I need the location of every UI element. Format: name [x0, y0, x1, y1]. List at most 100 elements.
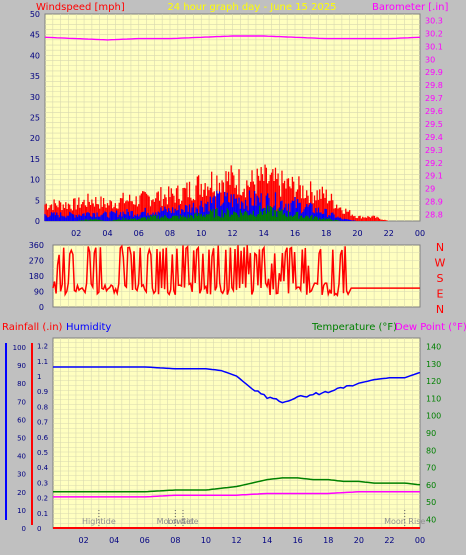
- temperature-tick-label: 70: [426, 464, 436, 473]
- annotation-label: Moon Rise: [384, 517, 425, 526]
- rainfall-tick-label: 0.9: [37, 388, 48, 396]
- wind-x-tick-label: 16: [290, 229, 300, 238]
- wind-x-tick-label: 12: [227, 229, 237, 238]
- direction-tick-label: 180: [29, 272, 44, 281]
- climate-x-tick-labels: 02 04 06 08 10 12 14 16 18 20 22 00: [78, 536, 425, 545]
- humidity-tick-label: 10: [17, 507, 26, 515]
- windspeed-tick-labels: 0 5 10 15 20 25 30 35 40 45 50: [30, 10, 40, 226]
- humidity-tick-label: 0: [22, 525, 26, 533]
- climate-x-tick-label: 18: [323, 536, 333, 545]
- humidity-axis-label: Humidity: [66, 322, 111, 333]
- wind-marks: [44, 35, 421, 221]
- rainfall-tick-label: 0.3: [37, 479, 48, 487]
- wind-x-tick-label: 04: [102, 229, 112, 238]
- temperature-line: [53, 477, 421, 493]
- windspeed-tick-label: 30: [30, 93, 40, 102]
- barometer-tick-label: 30: [425, 55, 435, 64]
- climate-x-tick-label: 20: [354, 536, 364, 545]
- windspeed-tick-label: 45: [30, 31, 40, 40]
- temperature-tick-label: 60: [426, 481, 436, 490]
- direction-tick-label: 90: [34, 288, 44, 297]
- wind-x-tick-label: 02: [71, 229, 81, 238]
- climate-x-tick-label: 06: [140, 536, 150, 545]
- windspeed-tick-label: 0: [35, 217, 40, 226]
- climate-x-tick-label: 14: [262, 536, 272, 545]
- humidity-tick-label: 20: [17, 489, 26, 497]
- temperature-tick-label: 90: [426, 429, 436, 438]
- barometer-line: [44, 35, 421, 41]
- rainfall-tick-label: 0.5: [37, 449, 48, 457]
- temperature-tick-label: 130: [426, 360, 441, 369]
- temperature-tick-label: 40: [426, 515, 436, 524]
- rainfall-tick-label: 0.1: [37, 510, 48, 518]
- windspeed-tick-label: 5: [35, 196, 40, 205]
- temperature-tick-label: 100: [426, 412, 441, 421]
- annotation-label: Moon Set: [157, 517, 194, 526]
- rainfall-tick-label: 1: [37, 373, 41, 381]
- barometer-tick-label: 29.2: [425, 159, 443, 168]
- windspeed-axis-label: Windspeed [mph]: [36, 2, 125, 13]
- wind-x-tick-label: 00: [415, 229, 425, 238]
- rainfall-tick-label: 0.2: [37, 495, 48, 503]
- windspeed-tick-label: 25: [30, 114, 40, 123]
- direction-tick-label: 360: [29, 241, 44, 250]
- direction-marks: [52, 244, 420, 298]
- humidity-tick-label: 80: [17, 380, 26, 388]
- barometer-tick-label: 29.4: [425, 133, 443, 142]
- wind-grid: [45, 14, 420, 221]
- dew-point-line: [53, 490, 420, 498]
- windspeed-tick-label: 10: [30, 176, 40, 185]
- climate-x-tick-label: 00: [415, 536, 425, 545]
- barometer-tick-labels: 28.8 28.9 29 29.1 29.2 29.3 29.4 29.5 29.6 29.7 29…: [425, 16, 443, 219]
- temperature-tick-label: 50: [426, 498, 436, 507]
- windspeed-tick-label: 20: [30, 134, 40, 143]
- humidity-tick-label: 70: [17, 398, 26, 406]
- direction-tick-labels: 0 90 180 270 360: [29, 241, 44, 312]
- wind-direction-line: [52, 244, 420, 298]
- temperature-axis-label: Temperature (°F): [311, 322, 397, 333]
- climate-x-tick-label: 02: [78, 536, 88, 545]
- compass-label: E: [437, 288, 444, 301]
- wind-x-tick-label: 10: [196, 229, 206, 238]
- compass-label: W: [435, 257, 446, 270]
- humidity-tick-label: 100: [13, 344, 26, 352]
- annotation-label: Hightide: [82, 517, 116, 526]
- barometer-tick-label: 29.9: [425, 68, 443, 77]
- climate-x-tick-label: 04: [109, 536, 119, 545]
- humidity-line: [53, 366, 421, 404]
- humidity-tick-label: 40: [17, 453, 26, 461]
- rainfall-tick-label: 0.7: [37, 419, 48, 427]
- barometer-tick-label: 29: [425, 185, 435, 194]
- rainfall-tick-label: 0.8: [37, 403, 48, 411]
- barometer-tick-label: 30.1: [425, 42, 443, 51]
- dewpoint-axis-label: Dew Point (°F): [395, 322, 466, 333]
- temperature-tick-label: 120: [426, 377, 441, 386]
- humidity-tick-labels: 0 10 20 30 40 50 60 70 80 90 100: [5, 343, 26, 533]
- wind-x-tick-label: 18: [321, 229, 331, 238]
- climate-grid: [53, 338, 420, 528]
- climate-x-tick-label: 12: [231, 536, 241, 545]
- barometer-tick-label: 29.6: [425, 107, 443, 116]
- temperature-tick-label: 80: [426, 446, 436, 455]
- wind-x-tick-label: 08: [165, 229, 175, 238]
- rainfall-tick-label: 1.2: [37, 343, 48, 351]
- barometer-tick-label: 28.8: [425, 211, 443, 220]
- compass-label: S: [437, 272, 444, 285]
- climate-x-tick-label: 10: [201, 536, 211, 545]
- barometer-axis-label: Barometer [.in]: [372, 2, 448, 13]
- rainfall-axis-label: Rainfall (.in): [2, 322, 63, 333]
- barometer-tick-label: 29.5: [425, 120, 443, 129]
- wind-x-tick-labels: 02 04 06 08 10 12 14 16 18 20 22 00: [71, 229, 425, 238]
- wind-x-tick-label: 20: [352, 229, 362, 238]
- barometer-tick-label: 28.9: [425, 198, 443, 207]
- windspeed-tick-label: 50: [30, 10, 40, 19]
- temperature-tick-label: 110: [426, 394, 441, 403]
- barometer-tick-label: 29.7: [425, 94, 443, 103]
- climate-x-tick-label: 22: [384, 536, 394, 545]
- humidity-tick-label: 60: [17, 416, 26, 424]
- barometer-tick-label: 30.3: [425, 16, 443, 25]
- barometer-tick-label: 29.1: [425, 172, 443, 181]
- humidity-tick-label: 30: [17, 471, 26, 479]
